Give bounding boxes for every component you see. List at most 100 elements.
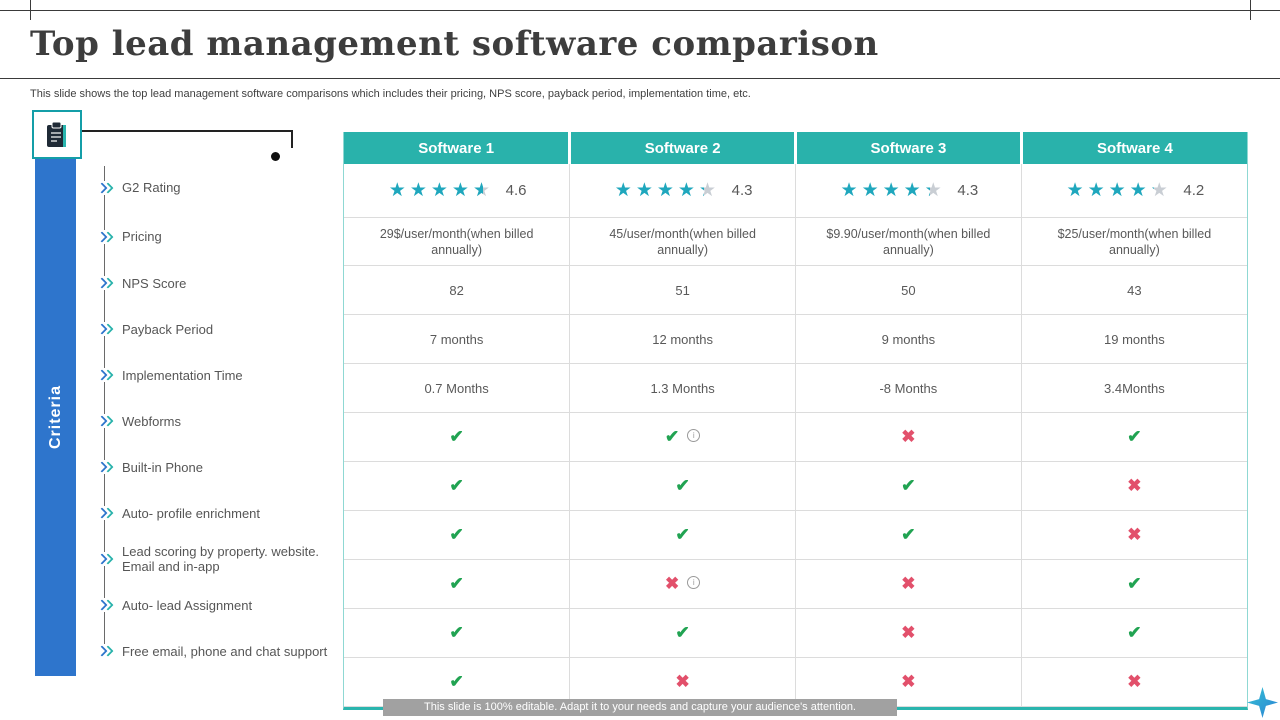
status-icon: ✖: [675, 672, 690, 691]
left-frame-tick: [30, 0, 31, 20]
table-cell: 51: [569, 265, 796, 315]
clipboard-icon-box: [32, 110, 82, 159]
double-chevron-icon: [96, 460, 114, 474]
table-cell: ✔: [569, 461, 796, 511]
table-cell: ✔: [344, 461, 571, 511]
table-row-built-in-phone: ✔ ✔ ✔ ✖: [344, 461, 1247, 511]
table-cell: ✔: [795, 461, 1022, 511]
status-icon: ✔: [1127, 574, 1142, 593]
table-cell: ✔: [344, 412, 571, 462]
column-header-software-3: Software 3: [794, 132, 1022, 164]
table-cell: ✔: [344, 608, 571, 658]
status-icon: ✖: [1127, 476, 1142, 495]
criteria-label: Built-in Phone: [122, 459, 203, 475]
table-cell: 45/user/month(when billed annually): [569, 217, 796, 266]
connector-line-vertical: [291, 130, 293, 148]
slide-subtitle: This slide shows the top lead management…: [30, 88, 751, 100]
criteria-label: Payback Period: [122, 321, 214, 337]
double-chevron-icon: [96, 180, 114, 195]
table-cell: ✔ i: [569, 412, 796, 462]
table-cell: ✔: [795, 510, 1022, 560]
criteria-item-auto-profile-enrichment: Auto- profile enrichment: [96, 490, 348, 536]
status-icon: ✖: [1127, 525, 1142, 544]
status-icon: ✔: [449, 672, 464, 691]
connector-dot: [271, 152, 280, 161]
rating-value: 4.3: [731, 182, 753, 199]
double-chevron-icon: [96, 506, 114, 520]
table-cell: 43: [1020, 265, 1247, 315]
table-row-payback-period: 7 months 12 months 9 months 19 months: [344, 314, 1247, 364]
criteria-label: G2 Rating: [122, 180, 181, 195]
table-row-webforms: ✔ ✔ i ✖ ✔: [344, 412, 1247, 462]
status-icon: ✔: [449, 574, 464, 593]
double-chevron-icon: [96, 368, 114, 382]
table-cell: ★★★★★ 4.3: [795, 164, 1022, 218]
comparison-table: Software 1 Software 2 Software 3 Softwar…: [343, 132, 1248, 710]
column-header-software-4: Software 4: [1019, 132, 1247, 164]
status-icon: ✔: [901, 525, 916, 544]
table-cell: ✖ i: [569, 559, 796, 609]
table-cell: ✔: [344, 510, 571, 560]
table-cell: 19 months: [1020, 314, 1247, 364]
table-row-pricing: 29$/user/month(when billed annually) 45/…: [344, 217, 1247, 266]
star-rating-icon: ★ ★ ★ ★ ★: [387, 181, 492, 200]
table-row-auto-profile-enrichment: ✔ ✔ ✔ ✖: [344, 510, 1247, 560]
table-cell: ★★★★★ 4.3: [569, 164, 796, 218]
double-chevron-icon: [96, 414, 114, 428]
status-icon: ✖: [901, 672, 916, 691]
star-rating-icon: ★ ★ ★ ★ ★: [613, 181, 718, 200]
table-row-lead-scoring: ✔ ✖ i ✖ ✔: [344, 559, 1247, 609]
status-icon: ✔ i: [665, 427, 701, 446]
table-row-nps-score: 82 51 50 43: [344, 265, 1247, 315]
criteria-label: Auto- lead Assignment: [122, 597, 253, 613]
table-row-implementation-time: 0.7 Months 1.3 Months -8 Months 3.4Month…: [344, 363, 1247, 413]
table-cell: -8 Months: [795, 363, 1022, 413]
table-cell: ★★★★★ 4.6: [344, 164, 571, 218]
criteria-item-lead-scoring: Lead scoring by property. website. Email…: [96, 536, 348, 582]
column-header-software-1: Software 1: [344, 132, 570, 164]
criteria-label: Webforms: [122, 413, 181, 429]
status-icon: ✔: [449, 427, 464, 446]
footer-note: This slide is 100% editable. Adapt it to…: [383, 699, 897, 716]
double-chevron-icon: [96, 322, 114, 336]
rating-value: 4.6: [505, 182, 527, 199]
criteria-item-g2-rating: G2 Rating: [96, 162, 348, 213]
rating-value: 4.3: [957, 182, 979, 199]
table-cell: ✔: [344, 657, 571, 707]
table-cell: $25/user/month(when billed annually): [1020, 217, 1247, 266]
table-cell: ✖: [795, 412, 1022, 462]
connector-line-horizontal: [80, 130, 293, 132]
criteria-connector-line: [104, 166, 105, 653]
table-cell: $9.90/user/month(when billed annually): [795, 217, 1022, 266]
criteria-item-implementation-time: Implementation Time: [96, 352, 348, 398]
status-icon: ✖: [1127, 672, 1142, 691]
criteria-item-auto-lead-assignment: Auto- lead Assignment: [96, 582, 348, 628]
criteria-item-free-email-phone-chat: Free email, phone and chat support: [96, 628, 348, 674]
criteria-item-payback-period: Payback Period: [96, 306, 348, 352]
page-title: Top lead management software comparison: [30, 24, 879, 64]
table-cell: ✖: [795, 559, 1022, 609]
status-icon: ✔: [1127, 427, 1142, 446]
status-icon: ✔: [449, 476, 464, 495]
status-icon: ✔: [449, 525, 464, 544]
status-icon: ✖: [901, 574, 916, 593]
table-cell: 0.7 Months: [344, 363, 571, 413]
criteria-label: Implementation Time: [122, 367, 243, 383]
table-cell: ✖: [1020, 510, 1247, 560]
double-chevron-icon: [96, 229, 114, 244]
criteria-item-built-in-phone: Built-in Phone: [96, 444, 348, 490]
status-icon: ✔: [675, 476, 690, 495]
criteria-label: NPS Score: [122, 275, 187, 291]
criteria-item-pricing: Pricing: [96, 213, 348, 260]
table-cell: ✔: [1020, 412, 1247, 462]
table-cell: 12 months: [569, 314, 796, 364]
table-cell: ✖: [795, 657, 1022, 707]
table-cell: ✔: [569, 510, 796, 560]
table-cell: ✔: [569, 608, 796, 658]
criteria-label: Pricing: [122, 229, 162, 244]
status-icon: ✔: [675, 525, 690, 544]
status-icon: ✔: [449, 623, 464, 642]
criteria-label: Lead scoring by property. website. Email…: [122, 544, 320, 574]
criteria-sidebar-label: Criteria: [46, 384, 64, 450]
table-cell: 7 months: [344, 314, 571, 364]
